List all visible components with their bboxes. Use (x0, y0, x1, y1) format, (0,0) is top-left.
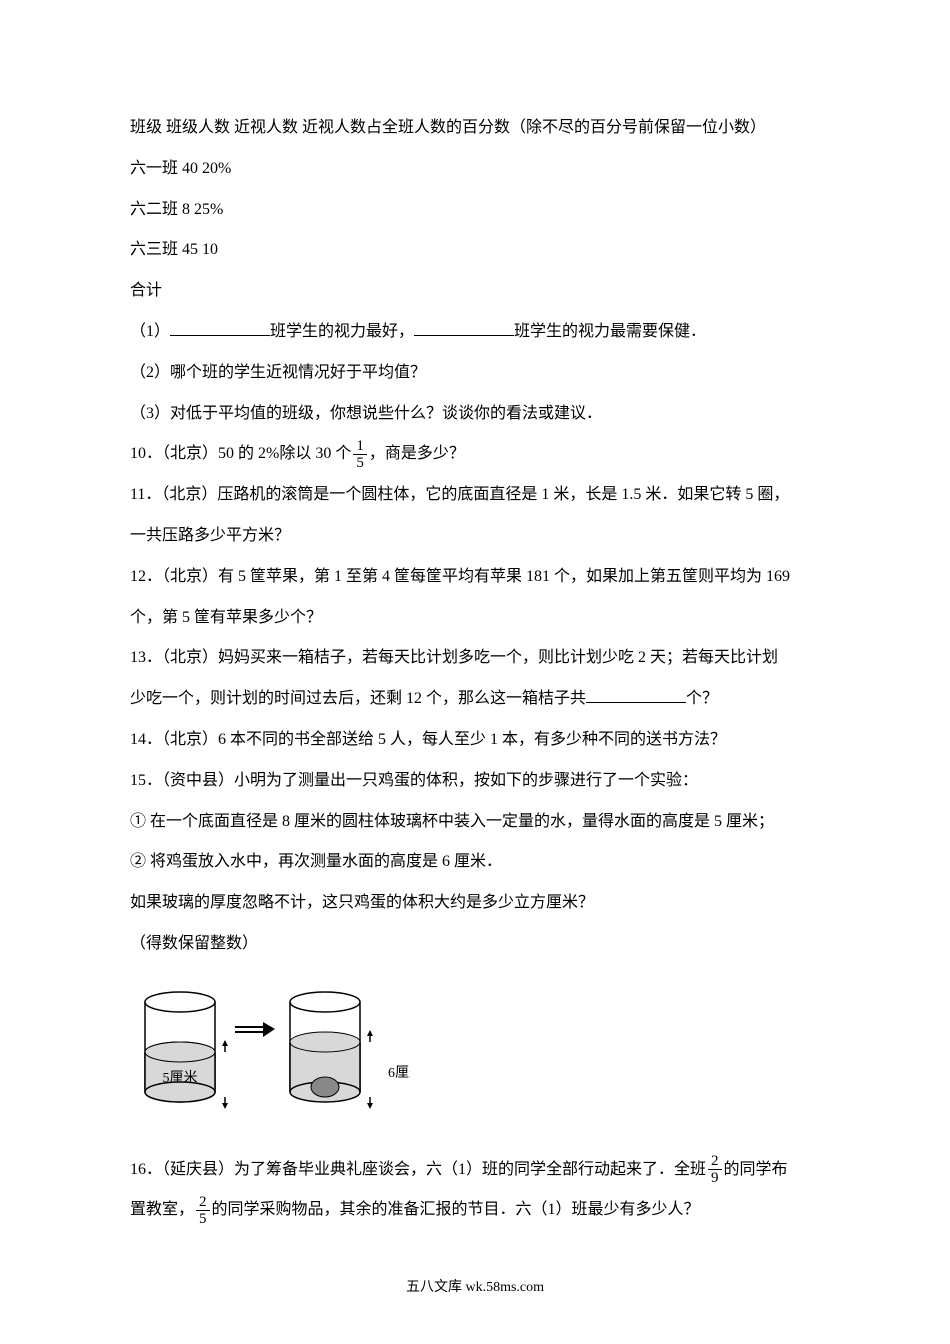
frac-num: 2 (708, 1153, 722, 1171)
q-sub1-prefix: （1） (130, 323, 170, 340)
blank-2 (414, 320, 514, 336)
q13-prefix: 少吃一个，则计划的时间过去后，还剩 12 个，那么这一箱桔子共 (130, 690, 586, 707)
table-row3: 六三班 45 10 (130, 232, 820, 269)
table-row4: 合计 (130, 273, 820, 310)
question-15-line2: ① 在一个底面直径是 8 厘米的圆柱体玻璃杯中装入一定量的水，量得水面的高度是 … (130, 804, 820, 841)
frac-num: 1 (353, 438, 367, 456)
question-10: 10．（北京）50 的 2%除以 30 个15，商是多少？ (130, 436, 820, 473)
table-row1: 六一班 40 20% (130, 151, 820, 188)
q16-mid1: 的同学布 (724, 1161, 788, 1178)
frac-den: 5 (196, 1211, 210, 1228)
question-sub3: （3）对低于平均值的班级，你想说些什么？谈谈你的看法或建议． (130, 396, 820, 433)
arrow-between (235, 1022, 275, 1037)
table-header-line: 班级 班级人数 近视人数 近视人数占全班人数的百分数（除不尽的百分号前保留一位小… (130, 110, 820, 147)
question-11-line2: 一共压路多少平方米？ (130, 518, 820, 555)
question-12-line2: 个，第 5 筐有苹果多少个？ (130, 600, 820, 637)
question-15-line1: 15．（资中县）小明为了测量出一只鸡蛋的体积，按如下的步骤进行了一个实验： (130, 763, 820, 800)
svg-text:5厘米: 5厘米 (163, 1070, 198, 1086)
question-16-line2: 置教室，25的同学采购物品，其余的准备汇报的节目．六（1）班最少有多少人？ (130, 1192, 820, 1229)
q16-prefix: 16．（延庆县）为了筹备毕业典礼座谈会，六（1）班的同学全部行动起来了．全班 (130, 1161, 706, 1178)
fraction-1-5: 15 (353, 438, 367, 472)
q13-suffix: 个？ (686, 690, 718, 707)
question-15-line3: ② 将鸡蛋放入水中，再次测量水面的高度是 6 厘米． (130, 844, 820, 881)
q-sub1-suffix: 班学生的视力最需要保健． (514, 323, 706, 340)
svg-text:6厘米: 6厘米 (388, 1065, 410, 1081)
fraction-2-9: 29 (708, 1153, 722, 1187)
page-footer: 五八文库 wk.58ms.com (0, 1272, 950, 1304)
cylinder-left: 5厘米 (145, 992, 228, 1109)
question-13-line1: 13．（北京）妈妈买来一箱桔子，若每天比计划多吃一个，则比计划少吃 2 天；若每… (130, 640, 820, 677)
question-11-line1: 11．（北京）压路机的滚筒是一个圆柱体，它的底面直径是 1 米，长是 1.5 米… (130, 477, 820, 514)
question-sub1: （1） 班学生的视力最好， 班学生的视力最需要保健． (130, 314, 820, 351)
blank-3 (586, 687, 686, 703)
frac-den: 5 (353, 455, 367, 472)
question-15-line5: （得数保留整数） (130, 926, 820, 963)
question-sub2: （2）哪个班的学生近视情况好于平均值？ (130, 355, 820, 392)
question-16-line1: 16．（延庆县）为了筹备毕业典礼座谈会，六（1）班的同学全部行动起来了．全班29… (130, 1152, 820, 1189)
q10-prefix: 10．（北京）50 的 2%除以 30 个 (130, 445, 351, 462)
question-13-line2: 少吃一个，则计划的时间过去后，还剩 12 个，那么这一箱桔子共 个？ (130, 681, 820, 718)
cylinder-diagram: 5厘米 6厘米 (130, 982, 410, 1122)
q16-line2-prefix: 置教室， (130, 1201, 194, 1218)
question-14: 14．（北京）6 本不同的书全部送给 5 人，每人至少 1 本，有多少种不同的送… (130, 722, 820, 759)
table-row2: 六二班 8 25% (130, 192, 820, 229)
question-15-line4: 如果玻璃的厚度忽略不计，这只鸡蛋的体积大约是多少立方厘米？ (130, 885, 820, 922)
q16-line2-suffix: 的同学采购物品，其余的准备汇报的节目．六（1）班最少有多少人？ (212, 1201, 700, 1218)
question-12-line1: 12．（北京）有 5 筐苹果，第 1 至第 4 筐每筐平均有苹果 181 个，如… (130, 559, 820, 596)
frac-den: 9 (708, 1170, 722, 1187)
q-sub1-mid: 班学生的视力最好， (270, 323, 414, 340)
fraction-2-5: 25 (196, 1194, 210, 1228)
blank-1 (170, 320, 270, 336)
cylinder-right: 6厘米 (290, 992, 410, 1109)
frac-num: 2 (196, 1194, 210, 1212)
q10-suffix: ，商是多少？ (369, 445, 465, 462)
